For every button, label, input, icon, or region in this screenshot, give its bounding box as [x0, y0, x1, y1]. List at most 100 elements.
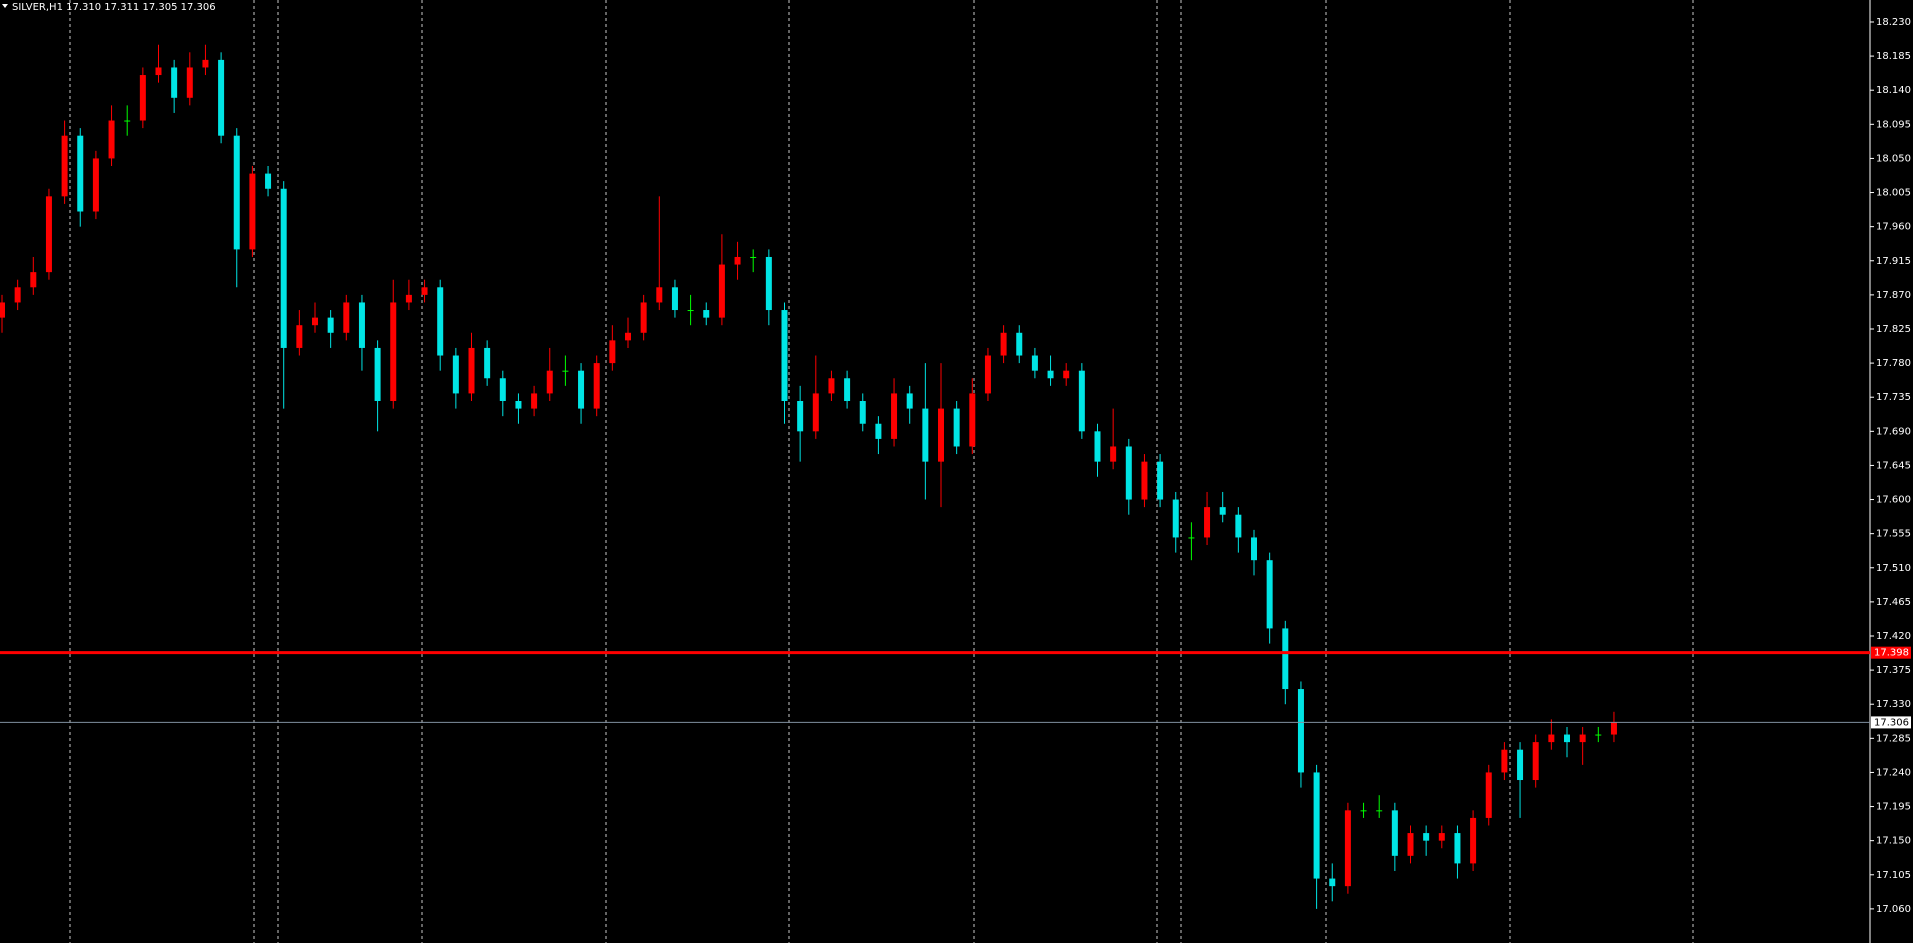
candle-body — [1329, 878, 1336, 887]
y-tick-label: 18.140 — [1876, 85, 1911, 96]
candle-body — [984, 355, 991, 394]
y-tick-label: 17.465 — [1876, 597, 1911, 608]
candle-body — [1188, 537, 1195, 539]
y-tick-label: 17.285 — [1876, 733, 1911, 744]
candle-body — [1000, 332, 1007, 356]
candle-body — [265, 173, 272, 189]
candle-body — [374, 347, 381, 402]
day-separators — [69, 0, 1694, 943]
candle-body — [969, 393, 976, 447]
candle-body — [640, 302, 647, 333]
candle-body — [1501, 749, 1508, 773]
candle-body — [1344, 810, 1351, 887]
y-tick-label: 17.960 — [1876, 222, 1911, 233]
candle-body — [546, 370, 553, 394]
candle-body — [1016, 332, 1023, 356]
candle-body — [1579, 734, 1586, 743]
candle-body — [1470, 817, 1477, 864]
y-tick-label: 17.690 — [1876, 426, 1911, 437]
candle-body — [1485, 772, 1492, 818]
candle-body — [1282, 628, 1289, 690]
candle-body — [593, 363, 600, 409]
candle-body — [656, 287, 663, 303]
y-tick-label: 18.095 — [1876, 119, 1911, 130]
candle-body — [327, 317, 334, 333]
candle-body — [1078, 370, 1085, 432]
candle-body — [1532, 742, 1539, 781]
y-tick-label: 17.645 — [1876, 460, 1911, 471]
candle-body — [531, 393, 538, 409]
candle-body — [844, 378, 851, 402]
candle-body — [108, 120, 115, 159]
candle-body — [202, 59, 209, 68]
candle-body — [1031, 355, 1038, 371]
candle-body — [1360, 810, 1367, 812]
candle-body — [906, 393, 913, 409]
candle-body — [1517, 749, 1524, 781]
candle-body — [139, 75, 146, 121]
candle-body — [1235, 514, 1242, 538]
candle-body — [1438, 833, 1445, 841]
candle-body — [233, 135, 240, 250]
candle-body — [218, 59, 225, 136]
candle-body — [405, 294, 412, 303]
candle-body — [452, 355, 459, 394]
candle-body — [1266, 560, 1273, 629]
candle-body — [1219, 507, 1226, 515]
candle-body — [703, 310, 710, 318]
y-tick-label: 18.230 — [1876, 17, 1911, 28]
candle-body — [77, 135, 84, 212]
candle-body — [671, 287, 678, 311]
candle-body — [1423, 833, 1430, 841]
candle-body — [781, 310, 788, 402]
candle-body — [718, 264, 725, 318]
candle-body — [625, 332, 631, 341]
candle-body — [484, 347, 491, 379]
candle-body — [828, 378, 835, 394]
candle-body — [1297, 689, 1304, 773]
candle-body — [922, 408, 929, 462]
candle-body — [609, 340, 616, 364]
y-tick-label: 17.060 — [1876, 904, 1911, 915]
y-tick-label: 17.510 — [1876, 563, 1911, 574]
candle-body — [61, 135, 68, 197]
candle-body — [249, 173, 256, 250]
y-tick-label: 17.870 — [1876, 290, 1911, 301]
y-tick-label: 17.825 — [1876, 324, 1911, 335]
candle-body — [1564, 734, 1570, 743]
candle-body — [296, 325, 303, 348]
y-tick-label: 17.330 — [1876, 699, 1911, 710]
y-tick-label: 17.600 — [1876, 495, 1911, 506]
y-tick-label: 17.195 — [1876, 802, 1911, 813]
candle-body — [186, 67, 193, 98]
candle-body — [1110, 446, 1117, 462]
y-tick-label: 17.915 — [1876, 256, 1911, 267]
menu-icon[interactable] — [2, 4, 8, 8]
candle-body — [390, 302, 397, 402]
candle-body — [437, 287, 444, 356]
candle-body — [171, 67, 178, 98]
candle-body — [421, 287, 428, 295]
candle-body — [1407, 833, 1414, 856]
candle-body — [797, 401, 804, 432]
candle-body — [1047, 370, 1054, 379]
y-tick-label: 17.780 — [1876, 358, 1911, 369]
candle-body — [468, 347, 475, 394]
candle-body — [1313, 772, 1320, 879]
candle-body — [687, 310, 694, 312]
candle-body — [1125, 446, 1132, 500]
y-tick-label: 18.005 — [1876, 188, 1911, 199]
candle-body — [312, 317, 318, 326]
candle-body — [0, 302, 5, 318]
candle-body — [953, 408, 960, 447]
chart-title: SILVER,H1 17.310 17.311 17.305 17.306 — [12, 2, 216, 13]
candle-body — [499, 378, 506, 402]
candle-body — [155, 67, 162, 76]
candle-body — [1172, 499, 1179, 538]
y-tick-label: 17.150 — [1876, 836, 1911, 847]
y-tick-label: 18.185 — [1876, 51, 1911, 62]
candle-body — [1204, 507, 1211, 538]
candle-body — [1610, 722, 1617, 735]
